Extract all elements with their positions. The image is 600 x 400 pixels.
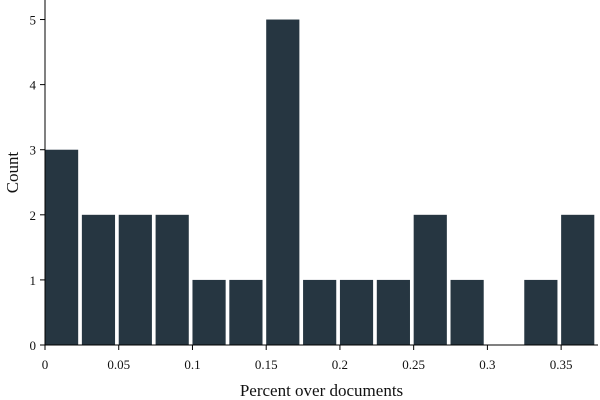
y-axis-title: Count: [3, 151, 22, 193]
ticks-layer: 0 0.05 0.1 0.15 0.2 0.25 0.3 0.35 0 1 2 3 4 5: [30, 13, 573, 372]
histogram-bar: [450, 279, 484, 345]
histogram-bar: [339, 279, 374, 345]
y-tick-label: 5: [30, 13, 37, 28]
y-tick-label: 0: [30, 338, 37, 353]
y-tick-label: 2: [30, 208, 37, 223]
x-tick-label: 0.05: [107, 357, 130, 372]
histogram-bar: [81, 214, 116, 345]
histogram-bar: [524, 279, 558, 345]
x-tick-label: 0.1: [184, 357, 200, 372]
histogram-bar: [118, 214, 152, 345]
y-tick-label: 4: [30, 78, 37, 93]
histogram-bar: [376, 279, 410, 345]
histogram-bar: [45, 149, 79, 345]
histogram-bar: [413, 214, 447, 345]
y-tick-label: 3: [30, 143, 37, 158]
histogram-bar: [229, 279, 263, 345]
x-tick-label: 0.35: [550, 357, 573, 372]
bars-layer: [45, 19, 595, 346]
histogram-bar: [192, 279, 226, 345]
x-axis-title: Percent over documents: [240, 381, 403, 400]
x-tick-label: 0.15: [255, 357, 278, 372]
x-tick-label: 0.3: [479, 357, 495, 372]
histogram-bar: [303, 279, 337, 345]
histogram-bar: [155, 214, 189, 345]
x-tick-label: 0.2: [332, 357, 348, 372]
histogram-bar: [561, 214, 595, 345]
x-tick-label: 0: [42, 357, 49, 372]
axes-layer: [44, 0, 598, 346]
y-tick-label: 1: [30, 273, 37, 288]
histogram-bar: [266, 19, 300, 346]
x-tick-label: 0.25: [402, 357, 425, 372]
